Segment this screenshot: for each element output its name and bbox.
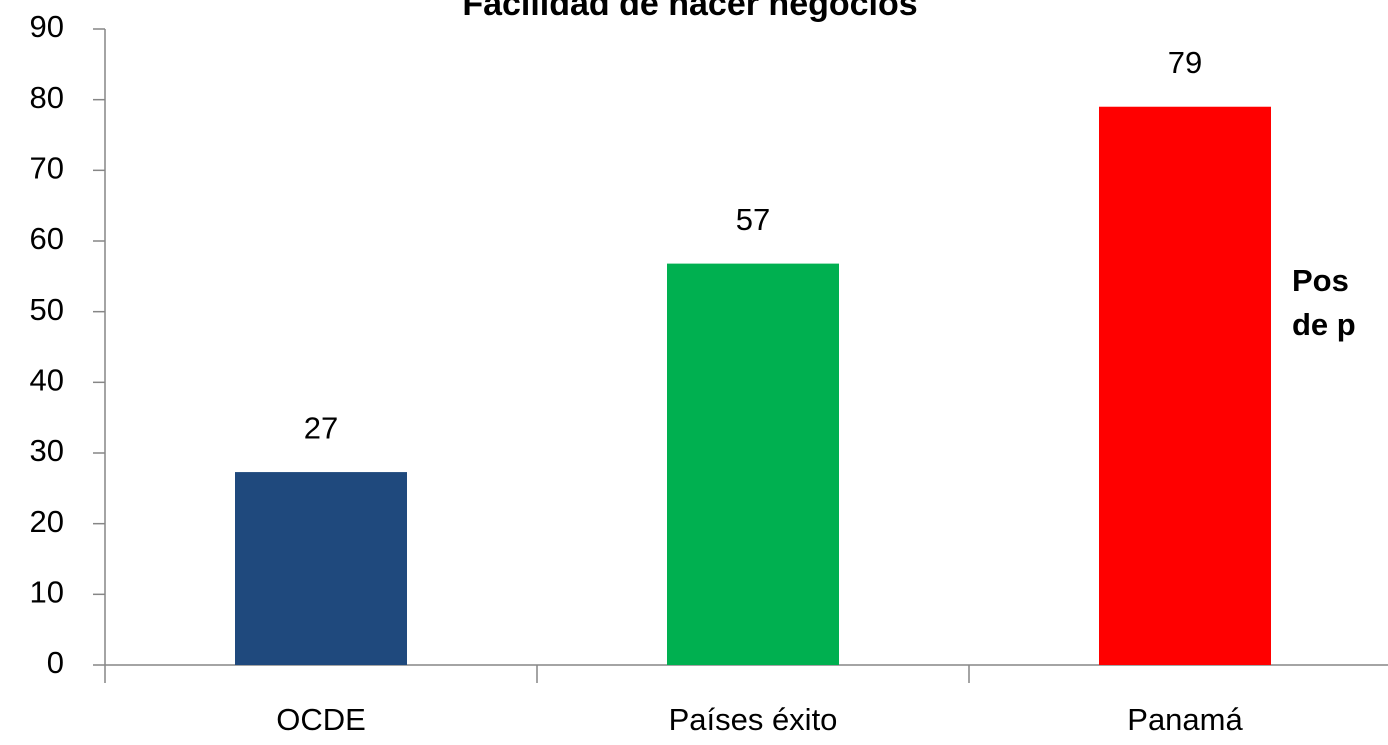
y-tick-label: 60 [30, 221, 64, 256]
x-tick-label: OCDE [276, 702, 366, 737]
annotation: de p [1292, 307, 1356, 342]
y-tick-label: 70 [30, 151, 64, 186]
y-tick-label: 50 [30, 292, 64, 327]
y-tick-label: 30 [30, 433, 64, 468]
annotation: Pos [1292, 263, 1349, 298]
y-tick-label: 10 [30, 575, 64, 610]
data-label: 79 [1168, 45, 1202, 80]
bar [1099, 106, 1271, 665]
y-tick-label: 0 [47, 645, 64, 680]
y-tick-label: 40 [30, 363, 64, 398]
data-label: 57 [736, 202, 770, 237]
bar [667, 263, 839, 665]
y-tick-label: 80 [30, 80, 64, 115]
y-tick-label: 20 [30, 504, 64, 539]
x-tick-label: Panamá [1127, 702, 1243, 737]
y-tick-label: 90 [30, 9, 64, 44]
x-tick-label: Países éxito [669, 702, 838, 737]
bar [235, 472, 407, 665]
data-label: 27 [304, 410, 338, 445]
chart-title: Facilidad de hacer negocios [462, 0, 917, 23]
